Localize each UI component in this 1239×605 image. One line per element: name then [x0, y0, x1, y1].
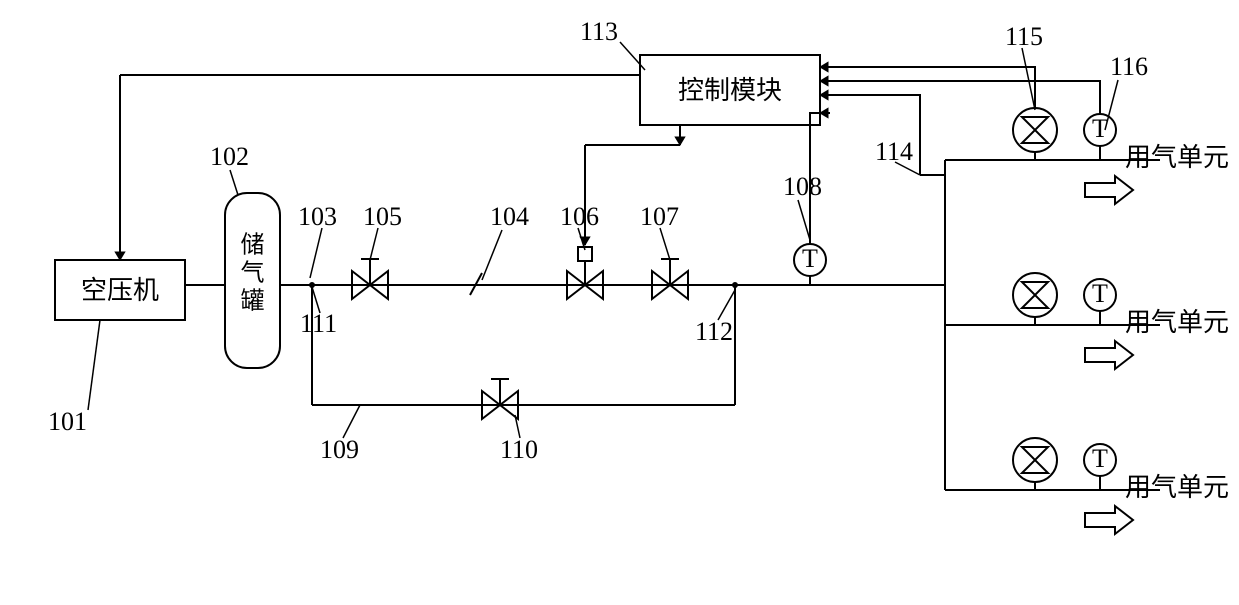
svg-text:113: 113 [580, 17, 618, 46]
svg-text:103: 103 [298, 202, 337, 231]
svg-text:气: 气 [241, 260, 265, 287]
svg-text:T: T [1092, 279, 1108, 308]
svg-text:111: 111 [300, 309, 337, 338]
svg-text:114: 114 [875, 137, 913, 166]
svg-text:115: 115 [1005, 22, 1043, 51]
svg-text:102: 102 [210, 142, 249, 171]
svg-text:105: 105 [363, 202, 402, 231]
svg-text:罐: 罐 [241, 288, 265, 315]
svg-text:T: T [802, 244, 818, 273]
svg-text:101: 101 [48, 407, 87, 436]
svg-text:空压机: 空压机 [81, 276, 159, 305]
svg-text:T: T [1092, 444, 1108, 473]
svg-text:116: 116 [1110, 52, 1148, 81]
svg-text:109: 109 [320, 435, 359, 464]
svg-text:控制模块: 控制模块 [678, 76, 782, 105]
svg-text:106: 106 [560, 202, 599, 231]
piping-diagram: 空压机储气罐控制模块TT用气单元T用气单元T用气单元10110210310410… [0, 0, 1239, 605]
svg-text:用气单元: 用气单元 [1125, 473, 1229, 502]
svg-text:用气单元: 用气单元 [1125, 308, 1229, 337]
svg-text:112: 112 [695, 317, 733, 346]
svg-text:储: 储 [241, 232, 265, 259]
svg-text:107: 107 [640, 202, 679, 231]
svg-text:110: 110 [500, 435, 538, 464]
svg-text:用气单元: 用气单元 [1125, 143, 1229, 172]
svg-text:104: 104 [490, 202, 529, 231]
svg-text:108: 108 [783, 172, 822, 201]
